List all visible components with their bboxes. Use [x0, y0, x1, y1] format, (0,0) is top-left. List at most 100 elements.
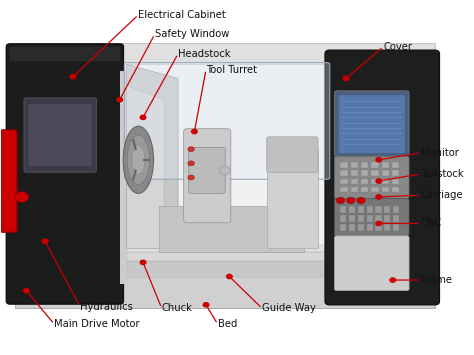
Circle shape	[336, 197, 345, 204]
Bar	[382, 179, 389, 184]
Polygon shape	[127, 64, 328, 277]
Bar	[366, 215, 373, 222]
Bar	[120, 71, 127, 284]
Bar	[351, 187, 358, 192]
Bar	[358, 215, 364, 222]
Circle shape	[15, 192, 29, 202]
FancyBboxPatch shape	[28, 104, 91, 166]
Bar	[340, 215, 346, 222]
Circle shape	[376, 179, 382, 183]
Circle shape	[191, 130, 197, 133]
Polygon shape	[15, 43, 435, 64]
Bar	[366, 224, 373, 230]
Bar	[371, 170, 379, 176]
Bar	[382, 162, 389, 168]
Ellipse shape	[127, 135, 150, 185]
Circle shape	[188, 175, 194, 180]
Bar	[358, 207, 364, 213]
Bar	[366, 207, 373, 213]
Bar	[351, 179, 358, 184]
Polygon shape	[159, 206, 304, 252]
Bar	[340, 170, 348, 176]
Text: CNC: CNC	[421, 218, 442, 229]
Bar	[375, 215, 382, 222]
Text: Bed: Bed	[218, 319, 237, 329]
Bar	[340, 162, 348, 168]
Polygon shape	[127, 64, 178, 248]
Circle shape	[346, 197, 355, 204]
Bar	[351, 162, 358, 168]
FancyBboxPatch shape	[325, 50, 439, 305]
Bar	[361, 187, 368, 192]
Bar	[384, 207, 391, 213]
Circle shape	[376, 195, 382, 199]
Polygon shape	[10, 47, 120, 61]
FancyBboxPatch shape	[334, 156, 409, 199]
Circle shape	[357, 197, 365, 204]
Circle shape	[343, 76, 349, 81]
Text: Guide Way: Guide Way	[262, 303, 316, 313]
Bar	[361, 179, 368, 184]
FancyBboxPatch shape	[189, 147, 225, 193]
Bar	[340, 207, 346, 213]
Circle shape	[42, 239, 48, 243]
Text: Hydraulics: Hydraulics	[80, 301, 133, 312]
Polygon shape	[15, 230, 435, 308]
Polygon shape	[15, 43, 435, 308]
Bar	[382, 170, 389, 176]
FancyBboxPatch shape	[24, 98, 96, 172]
Bar	[340, 187, 348, 192]
Bar	[384, 215, 391, 222]
Bar	[375, 207, 382, 213]
Ellipse shape	[132, 145, 145, 174]
FancyBboxPatch shape	[6, 44, 123, 304]
Polygon shape	[267, 149, 318, 248]
Text: Carriage: Carriage	[421, 190, 464, 200]
FancyBboxPatch shape	[124, 62, 330, 179]
Bar	[393, 224, 399, 230]
Text: Safety Window: Safety Window	[155, 29, 229, 39]
FancyBboxPatch shape	[183, 129, 231, 223]
Circle shape	[219, 166, 230, 175]
Circle shape	[140, 115, 146, 120]
Bar	[392, 179, 399, 184]
Bar	[393, 207, 399, 213]
Bar	[361, 162, 368, 168]
Bar	[127, 261, 328, 277]
Text: Chuck: Chuck	[162, 303, 192, 313]
Bar	[127, 245, 328, 252]
Bar	[349, 207, 355, 213]
Bar	[392, 162, 399, 168]
FancyBboxPatch shape	[334, 236, 409, 291]
Circle shape	[203, 303, 209, 307]
Bar	[358, 224, 364, 230]
Bar	[392, 187, 399, 192]
Text: Main Drive Motor: Main Drive Motor	[55, 319, 140, 329]
Ellipse shape	[123, 126, 154, 193]
Bar	[349, 215, 355, 222]
Bar	[351, 170, 358, 176]
FancyBboxPatch shape	[267, 137, 318, 172]
Text: Monitor: Monitor	[421, 148, 459, 158]
Circle shape	[188, 147, 194, 152]
Bar	[371, 179, 379, 184]
Text: Tailstock: Tailstock	[421, 169, 464, 179]
Text: Frame: Frame	[421, 275, 452, 285]
Circle shape	[376, 158, 382, 162]
Bar	[371, 162, 379, 168]
Bar	[361, 170, 368, 176]
Circle shape	[140, 260, 146, 264]
FancyBboxPatch shape	[334, 199, 409, 236]
Bar	[393, 215, 399, 222]
Text: Tool Turret: Tool Turret	[206, 65, 257, 75]
Bar	[392, 170, 399, 176]
Circle shape	[376, 222, 382, 225]
Circle shape	[117, 98, 122, 102]
Circle shape	[24, 289, 29, 293]
Bar	[371, 187, 379, 192]
Text: Headstock: Headstock	[178, 49, 230, 59]
Circle shape	[227, 274, 232, 279]
FancyBboxPatch shape	[334, 91, 409, 156]
Circle shape	[390, 278, 395, 282]
Bar	[349, 224, 355, 230]
